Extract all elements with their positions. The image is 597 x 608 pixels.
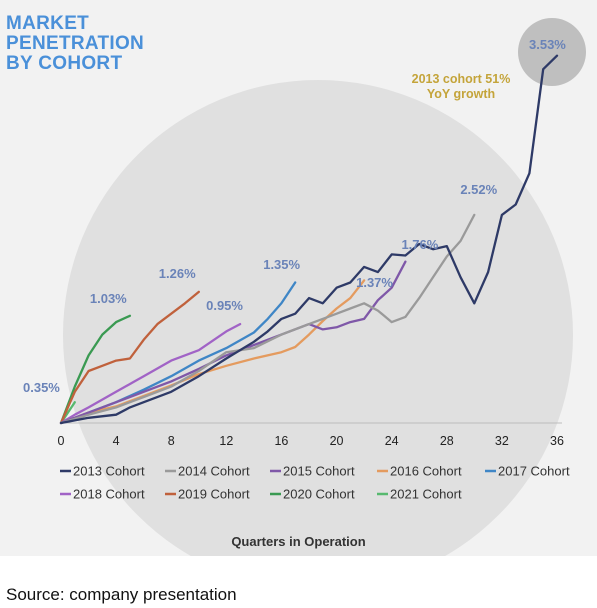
legend-label: 2021 Cohort (390, 487, 462, 502)
cohort-line-chart: 0 4 8 12 16 20 24 28 32 36 2013 Cohort 2014 Cohort… (58, 18, 586, 556)
legend-label: 2016 Cohort (390, 464, 462, 479)
legend-label: 2020 Cohort (283, 487, 355, 502)
growth-note-line-2: YoY growth (426, 87, 496, 101)
x-tick-label: 24 (385, 434, 399, 448)
legend-label: 2014 Cohort (178, 464, 250, 479)
value-annotation: 1.03% (89, 290, 127, 306)
source-note: Source: company presentation (6, 585, 237, 604)
x-axis-label: Quarters in Operation (231, 534, 366, 549)
value-annotation: 2.52% (460, 181, 498, 197)
value-annotation: 1.37% (356, 275, 393, 291)
x-tick-label: 8 (168, 434, 175, 448)
legend: 2013 Cohort 2014 Cohort 2015 Cohort 2016 Co… (60, 464, 570, 502)
value-annotation: 0.95% (206, 298, 243, 314)
title-line-2: PENETRATION (6, 33, 145, 54)
x-tick-label: 32 (495, 434, 509, 448)
x-tick-label: 20 (330, 434, 344, 448)
value-annotation: 1.35% (263, 256, 301, 272)
legend-label: 2017 Cohort (498, 464, 570, 479)
series-line-2013-cohort (59, 54, 559, 425)
chart-panel: 0 4 8 12 16 20 24 28 32 36 2013 Cohort 2014 Cohort… (0, 0, 597, 556)
series-lines (59, 54, 559, 425)
x-tick-label: 16 (274, 434, 288, 448)
x-tick-label: 12 (219, 434, 233, 448)
value-annotation: 3.53% (529, 36, 566, 52)
legend-label: 2015 Cohort (283, 464, 355, 479)
background-circle (63, 80, 573, 556)
x-tick-label: 28 (440, 434, 454, 448)
series-line-2014-cohort (59, 213, 476, 425)
growth-note: 2013 cohort 51% YoY growth (398, 72, 524, 102)
legend-label: 2013 Cohort (73, 464, 145, 479)
value-annotation: 1.76% (401, 236, 439, 252)
x-axis: 0 4 8 12 16 20 24 28 32 36 (58, 422, 564, 448)
highlight-circle (518, 18, 586, 86)
growth-note-line-1: 2013 cohort 51% (411, 72, 511, 86)
title-line-3: BY COHORT (6, 53, 123, 74)
title-line-1: MARKET (6, 13, 90, 34)
value-annotation: 1.26% (158, 265, 196, 281)
chart-title: MARKET PENETRATION BY COHORT (6, 14, 144, 74)
x-tick-label: 4 (113, 434, 120, 448)
series-line-2018-cohort (59, 322, 242, 425)
x-tick-label: 36 (550, 434, 564, 448)
legend-label: 2019 Cohort (178, 487, 250, 502)
legend-label: 2018 Cohort (73, 487, 145, 502)
series-line-2019-cohort (59, 290, 200, 425)
value-annotation: 0.35% (23, 379, 60, 395)
x-tick-label: 0 (58, 434, 65, 448)
series-line-2020-cohort (59, 314, 132, 425)
